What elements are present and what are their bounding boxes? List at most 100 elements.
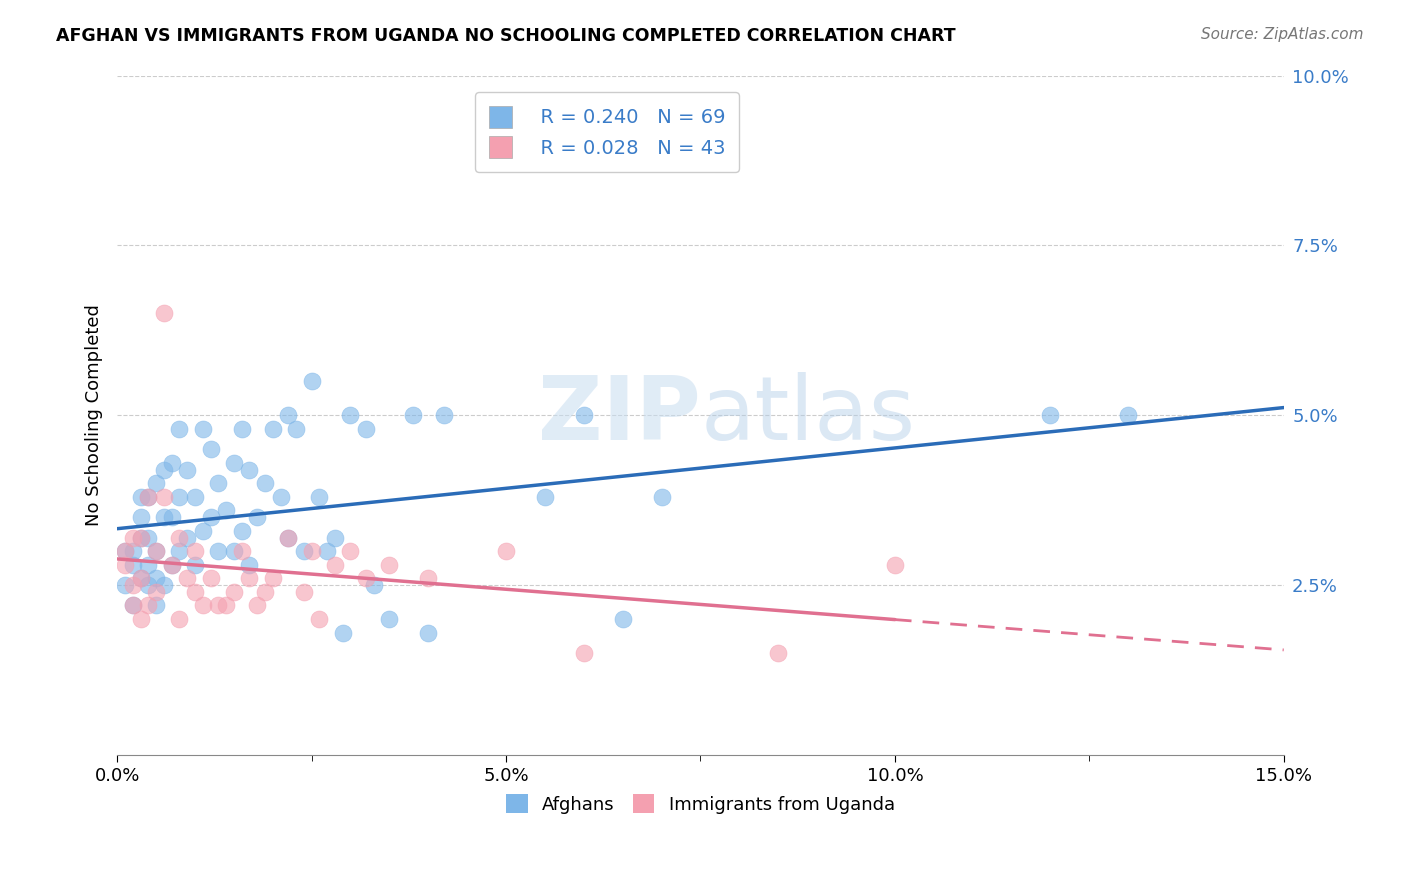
Point bbox=[253, 476, 276, 491]
Text: ZIP: ZIP bbox=[537, 372, 700, 458]
Point bbox=[176, 531, 198, 545]
Point bbox=[160, 558, 183, 572]
Point bbox=[200, 510, 222, 524]
Point bbox=[402, 408, 425, 422]
Point bbox=[1039, 408, 1062, 422]
Point bbox=[433, 408, 456, 422]
Point bbox=[418, 571, 440, 585]
Point bbox=[129, 510, 152, 524]
Point bbox=[136, 490, 159, 504]
Point bbox=[378, 612, 401, 626]
Point bbox=[277, 408, 299, 422]
Point bbox=[184, 490, 207, 504]
Point bbox=[121, 531, 143, 545]
Point bbox=[129, 531, 152, 545]
Point bbox=[231, 544, 253, 558]
Point bbox=[136, 490, 159, 504]
Point bbox=[246, 599, 269, 613]
Text: Source: ZipAtlas.com: Source: ZipAtlas.com bbox=[1201, 27, 1364, 42]
Point bbox=[160, 558, 183, 572]
Point bbox=[129, 612, 152, 626]
Point bbox=[121, 599, 143, 613]
Point bbox=[145, 585, 167, 599]
Point bbox=[176, 571, 198, 585]
Point bbox=[191, 599, 214, 613]
Point bbox=[153, 490, 176, 504]
Point bbox=[292, 585, 315, 599]
Point bbox=[238, 558, 260, 572]
Point bbox=[145, 544, 167, 558]
Point bbox=[222, 585, 245, 599]
Point bbox=[354, 422, 377, 436]
Point bbox=[262, 422, 284, 436]
Point bbox=[169, 544, 191, 558]
Point bbox=[153, 462, 176, 476]
Point bbox=[222, 544, 245, 558]
Point bbox=[207, 599, 229, 613]
Point bbox=[184, 544, 207, 558]
Point bbox=[262, 571, 284, 585]
Point bbox=[354, 571, 377, 585]
Point bbox=[285, 422, 308, 436]
Point bbox=[169, 422, 191, 436]
Point bbox=[612, 612, 634, 626]
Point bbox=[145, 571, 167, 585]
Point bbox=[418, 625, 440, 640]
Point bbox=[378, 558, 401, 572]
Point bbox=[184, 585, 207, 599]
Point bbox=[231, 422, 253, 436]
Point bbox=[1116, 408, 1139, 422]
Point bbox=[191, 422, 214, 436]
Point bbox=[160, 456, 183, 470]
Point bbox=[231, 524, 253, 538]
Point bbox=[238, 571, 260, 585]
Point bbox=[121, 599, 143, 613]
Point bbox=[308, 490, 330, 504]
Point bbox=[301, 374, 323, 388]
Point bbox=[136, 558, 159, 572]
Point bbox=[200, 442, 222, 457]
Point bbox=[270, 490, 292, 504]
Point bbox=[121, 578, 143, 592]
Point bbox=[277, 531, 299, 545]
Text: atlas: atlas bbox=[700, 372, 915, 458]
Point bbox=[253, 585, 276, 599]
Point bbox=[114, 544, 136, 558]
Point bbox=[114, 578, 136, 592]
Point bbox=[176, 462, 198, 476]
Point bbox=[332, 625, 354, 640]
Point bbox=[308, 612, 330, 626]
Legend: Afghans, Immigrants from Uganda: Afghans, Immigrants from Uganda bbox=[506, 795, 896, 814]
Point bbox=[768, 646, 790, 660]
Point bbox=[129, 490, 152, 504]
Point bbox=[200, 571, 222, 585]
Point bbox=[572, 408, 595, 422]
Point bbox=[207, 544, 229, 558]
Point bbox=[145, 599, 167, 613]
Point bbox=[323, 558, 346, 572]
Point bbox=[339, 544, 361, 558]
Point bbox=[153, 306, 176, 320]
Point bbox=[169, 612, 191, 626]
Point bbox=[121, 544, 143, 558]
Point bbox=[153, 578, 176, 592]
Point bbox=[184, 558, 207, 572]
Point bbox=[145, 476, 167, 491]
Point bbox=[114, 558, 136, 572]
Point bbox=[363, 578, 385, 592]
Point bbox=[339, 408, 361, 422]
Point bbox=[169, 531, 191, 545]
Point bbox=[136, 599, 159, 613]
Point bbox=[495, 544, 517, 558]
Point bbox=[136, 531, 159, 545]
Point bbox=[114, 544, 136, 558]
Point bbox=[169, 490, 191, 504]
Point bbox=[651, 490, 673, 504]
Point bbox=[153, 510, 176, 524]
Point bbox=[277, 531, 299, 545]
Point bbox=[215, 599, 238, 613]
Point bbox=[238, 462, 260, 476]
Point bbox=[207, 476, 229, 491]
Point bbox=[316, 544, 339, 558]
Point bbox=[160, 510, 183, 524]
